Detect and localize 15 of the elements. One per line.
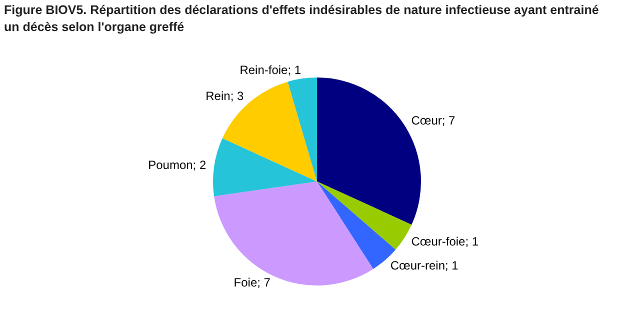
slice-label: Rein-foie	[240, 62, 288, 77]
slice-label: Foie	[234, 276, 258, 290]
slice-label: Poumon	[148, 158, 193, 172]
chart-title: Figure BIOV5. Répartition des déclarations d'effets indésirables de nature infectieuse ayant entrainé un décès selon l'organe greffé	[4, 2, 600, 36]
data-label: ; 1	[445, 258, 459, 272]
data-label: ; 2	[192, 158, 206, 172]
slice-label: Cœur-foie	[411, 234, 466, 248]
slice-label: Cœur-rein	[390, 258, 446, 272]
data-label: ; 7	[442, 113, 456, 128]
data-label: ; 3	[230, 89, 244, 104]
data-label: ; 1	[288, 62, 302, 77]
data-label: ; 7	[257, 276, 271, 290]
slice-label: Rein	[206, 89, 230, 104]
data-label: ; 1	[465, 234, 479, 248]
slice-label: Cœur	[411, 113, 442, 128]
